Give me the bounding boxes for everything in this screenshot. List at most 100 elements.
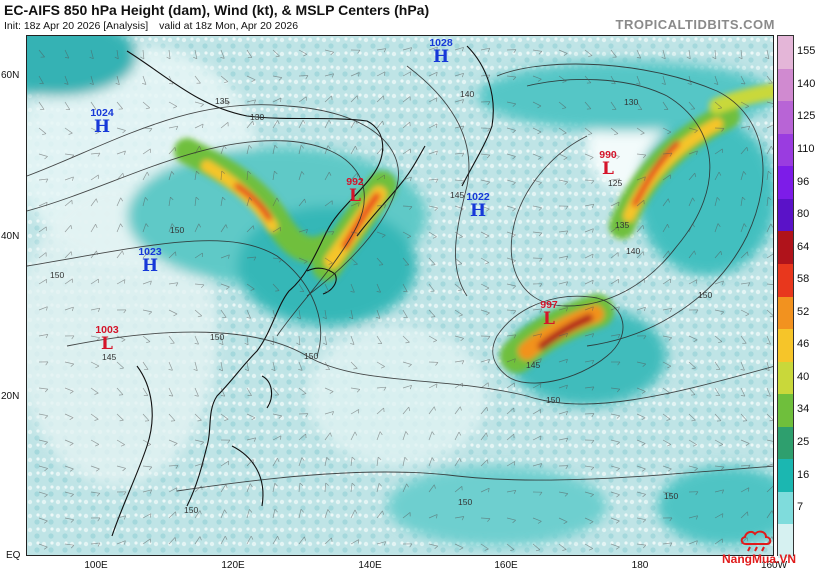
wind-barb <box>38 127 47 134</box>
wind-barb-flag <box>224 418 229 421</box>
wind-barb <box>558 49 568 54</box>
wind-barb <box>298 509 302 519</box>
wind-barb-flag <box>740 369 745 371</box>
wind-barb-flag <box>565 333 568 338</box>
wind-barb <box>584 359 594 363</box>
wind-barb <box>506 461 515 467</box>
wind-barb-flag <box>403 291 408 293</box>
wind-barb-flag <box>355 120 358 125</box>
wind-barb <box>64 153 74 156</box>
wind-barb <box>532 517 542 522</box>
wind-barb <box>272 75 282 78</box>
wind-barb <box>116 279 126 285</box>
wind-barb <box>298 198 305 207</box>
wind-barb-flag <box>331 411 334 416</box>
wind-barb <box>142 361 149 370</box>
wind-barb-flag <box>166 56 171 60</box>
wind-barb <box>246 309 251 319</box>
wind-barb-flag <box>252 459 255 464</box>
wind-barb <box>714 387 720 396</box>
wind-barb <box>168 197 171 207</box>
wind-barb-flag <box>642 225 645 230</box>
wind-barb <box>350 335 355 345</box>
lon-label-160w: 160W <box>760 560 788 571</box>
wind-barb-flag <box>691 419 696 422</box>
wind-barb-flag <box>175 282 179 287</box>
wind-barb <box>246 535 252 545</box>
wind-barb <box>38 226 47 233</box>
wind-barb-flag <box>194 343 199 345</box>
colorbar-tick-label: 96 <box>797 175 810 188</box>
wind-barb-flag <box>485 432 488 437</box>
wind-barb <box>532 543 541 551</box>
wind-barb <box>116 413 124 421</box>
wind-barb <box>324 257 333 264</box>
wind-barb <box>246 170 249 181</box>
wind-barb-flag <box>277 120 280 125</box>
wind-barb <box>90 224 96 233</box>
wind-barb-flag <box>641 391 646 394</box>
wind-barb <box>506 489 516 493</box>
wind-barb <box>584 228 594 233</box>
wind-barb <box>168 251 176 259</box>
wind-barb <box>376 48 386 51</box>
wind-barb <box>454 335 464 339</box>
colorbar-segment <box>778 198 793 232</box>
wind-barb <box>662 224 668 233</box>
wind-barb-flag <box>484 548 489 551</box>
wind-barb <box>402 71 412 77</box>
wind-barb-flag <box>149 489 153 494</box>
wind-barb <box>220 335 224 345</box>
wind-barb-flag <box>377 456 382 461</box>
wind-barb <box>246 413 256 419</box>
wind-barb <box>168 309 178 315</box>
wind-barb <box>428 543 438 547</box>
wind-barb-flag <box>743 171 747 175</box>
wind-barb-flag <box>201 284 205 289</box>
wind-barb <box>766 101 773 104</box>
wind-barb <box>636 491 646 495</box>
wind-barb-flag <box>513 310 517 314</box>
wind-barb-flag <box>643 335 647 340</box>
wind-barb-flag <box>436 383 438 388</box>
wind-barb <box>350 509 356 519</box>
wind-barb-flag <box>745 105 750 109</box>
wind-barb-flag <box>686 56 691 60</box>
wind-barb <box>350 457 353 467</box>
wind-barb <box>480 74 490 77</box>
wind-barb-flag <box>771 536 773 541</box>
wind-barb-flag <box>44 156 48 160</box>
wind-barb-flag <box>457 289 462 292</box>
high-center-1024: 1024 H <box>90 107 114 137</box>
wind-barb <box>194 49 198 59</box>
wind-barb <box>714 538 723 545</box>
wind-barb <box>662 542 672 545</box>
wind-barb-flag <box>695 491 699 496</box>
wind-barb <box>402 176 412 181</box>
wind-barb-flag <box>96 250 98 255</box>
wind-barb <box>246 145 250 155</box>
wind-barb <box>64 361 74 365</box>
wind-barb <box>506 433 515 441</box>
wind-barb <box>610 278 619 285</box>
wind-barb-flag <box>537 105 542 109</box>
wind-barb <box>454 458 460 467</box>
wind-barb-flag <box>591 333 595 338</box>
wind-barb <box>766 124 773 129</box>
wind-barb <box>168 101 178 107</box>
wind-barb <box>506 358 516 363</box>
wind-barb-flag <box>249 197 253 201</box>
contour-label: 140 <box>460 89 475 99</box>
wind-barb-flag <box>382 120 385 125</box>
wind-barb-flag <box>305 229 308 234</box>
wind-barb <box>38 387 48 390</box>
wind-barb-flag <box>328 262 333 265</box>
wind-barb-flag <box>564 181 569 185</box>
wind-barb-flag <box>45 334 49 339</box>
wind-barb <box>220 413 229 420</box>
wind-barb-flag <box>720 251 723 256</box>
wind-barb <box>324 457 328 467</box>
wind-barb <box>454 99 464 103</box>
wind-barb-flag <box>591 440 595 444</box>
wind-barb-flag <box>460 338 464 342</box>
